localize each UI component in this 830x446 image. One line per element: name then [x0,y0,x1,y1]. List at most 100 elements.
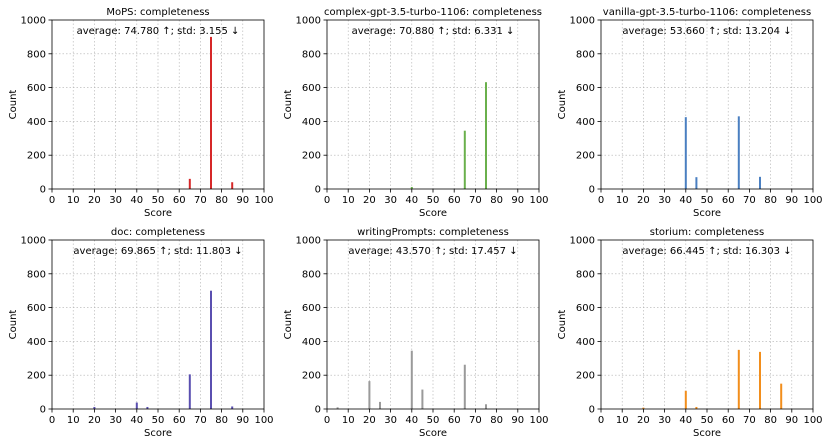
y-tick-label: 1000 [21,16,46,27]
x-tick-label: 70 [194,415,207,426]
bar [231,182,234,189]
chart-title: MoPS: completeness [106,7,209,18]
x-tick-label: 0 [49,415,55,426]
bar [485,404,487,409]
y-tick-label: 600 [576,303,595,314]
x-tick-label: 100 [254,415,273,426]
bar [379,401,381,409]
bar [780,383,783,409]
y-tick-label: 800 [576,269,595,280]
y-tick-label: 400 [302,117,321,128]
x-tick-label: 30 [384,415,397,426]
y-tick-label: 400 [576,337,595,348]
x-tick-label: 50 [152,415,165,426]
bar [188,178,191,189]
y-tick-label: 1000 [570,16,595,27]
x-tick-label: 20 [363,195,376,206]
y-tick-label: 1000 [21,236,46,247]
y-tick-label: 400 [576,117,595,128]
y-axis-label: Count [283,310,294,340]
bar [410,186,413,189]
stats-annotation: average: 53.660 ↑; std: 13.204 ↓ [622,26,791,37]
bar [485,82,487,189]
chart-title: writingPrompts: completeness [357,227,509,238]
y-tick-label: 0 [589,185,595,196]
y-axis-label: Count [8,90,19,120]
subplot-2: 0 10 20 30 40 50 60 70 80 90 10002004006008001000v… [557,7,823,219]
x-tick-label: 60 [448,415,461,426]
chart-title: vanilla-gpt-3.5-turbo-1106: completeness [603,7,811,18]
x-tick-label: 60 [722,195,735,206]
subplot-0: 0 10 20 30 40 50 60 70 80 90 10002004006008001000M… [8,7,274,219]
x-tick-label: 40 [679,415,692,426]
y-tick-label: 600 [27,83,46,94]
x-tick-label: 0 [598,415,604,426]
bar [188,374,191,409]
x-tick-label: 10 [616,415,629,426]
x-tick-label: 20 [637,195,650,206]
x-tick-label: 90 [511,415,524,426]
y-tick-label: 0 [315,405,321,416]
bar [463,130,466,189]
stats-annotation: average: 43.570 ↑; std: 17.457 ↓ [348,246,517,257]
x-tick-label: 50 [152,195,165,206]
x-tick-label: 40 [405,195,418,206]
x-tick-label: 70 [194,195,207,206]
y-tick-label: 600 [576,83,595,94]
y-tick-label: 200 [302,371,321,382]
x-axis-label: Score [693,208,721,219]
stats-annotation: average: 69.865 ↑; std: 11.803 ↓ [73,246,242,257]
stats-annotation: average: 66.445 ↑; std: 16.303 ↓ [622,246,791,257]
x-tick-label: 60 [722,415,735,426]
x-tick-label: 80 [490,195,503,206]
x-tick-label: 90 [511,195,524,206]
x-tick-label: 90 [236,195,249,206]
bar [695,406,698,409]
bar [421,389,424,409]
bar [146,406,149,409]
y-tick-label: 800 [27,49,46,60]
x-tick-label: 0 [324,415,330,426]
subplot-1: 0 10 20 30 40 50 60 70 80 90 10002004006008001000c… [283,7,549,219]
x-tick-label: 10 [67,195,80,206]
subplot-5: 0 10 20 30 40 50 60 70 80 90 10002004006008001000s… [557,227,823,439]
y-tick-label: 200 [302,151,321,162]
y-tick-label: 0 [40,185,46,196]
x-tick-label: 100 [803,415,822,426]
y-tick-label: 1000 [296,236,321,247]
subplot-4: 0 10 20 30 40 50 60 70 80 90 10002004006008001000w… [283,227,549,439]
y-tick-label: 0 [589,405,595,416]
x-tick-label: 30 [658,195,671,206]
x-tick-label: 80 [215,195,228,206]
bar [759,176,761,189]
x-tick-label: 80 [764,195,777,206]
x-axis-label: Score [419,208,447,219]
stats-annotation: average: 70.880 ↑; std: 6.331 ↓ [352,26,515,37]
bar [210,36,212,190]
x-tick-label: 20 [363,415,376,426]
x-tick-label: 10 [67,415,80,426]
bar [93,406,96,409]
chart-title: storium: completeness [650,227,764,238]
x-tick-label: 70 [469,195,482,206]
x-tick-label: 100 [803,195,822,206]
y-tick-label: 200 [576,371,595,382]
x-tick-label: 40 [130,195,143,206]
x-tick-label: 70 [743,195,756,206]
x-tick-label: 80 [490,415,503,426]
x-axis-label: Score [144,428,172,439]
x-tick-label: 50 [701,415,714,426]
x-tick-label: 90 [785,195,798,206]
y-tick-label: 200 [27,371,46,382]
bar [684,117,687,189]
subplot-3: 0 10 20 30 40 50 60 70 80 90 10002004006008001000d… [8,227,274,439]
y-tick-label: 800 [302,269,321,280]
y-tick-label: 400 [302,337,321,348]
x-tick-label: 20 [88,415,101,426]
x-tick-label: 0 [598,195,604,206]
y-tick-label: 1000 [296,16,321,27]
x-tick-label: 60 [173,415,186,426]
x-tick-label: 100 [254,195,273,206]
x-tick-label: 80 [764,415,777,426]
